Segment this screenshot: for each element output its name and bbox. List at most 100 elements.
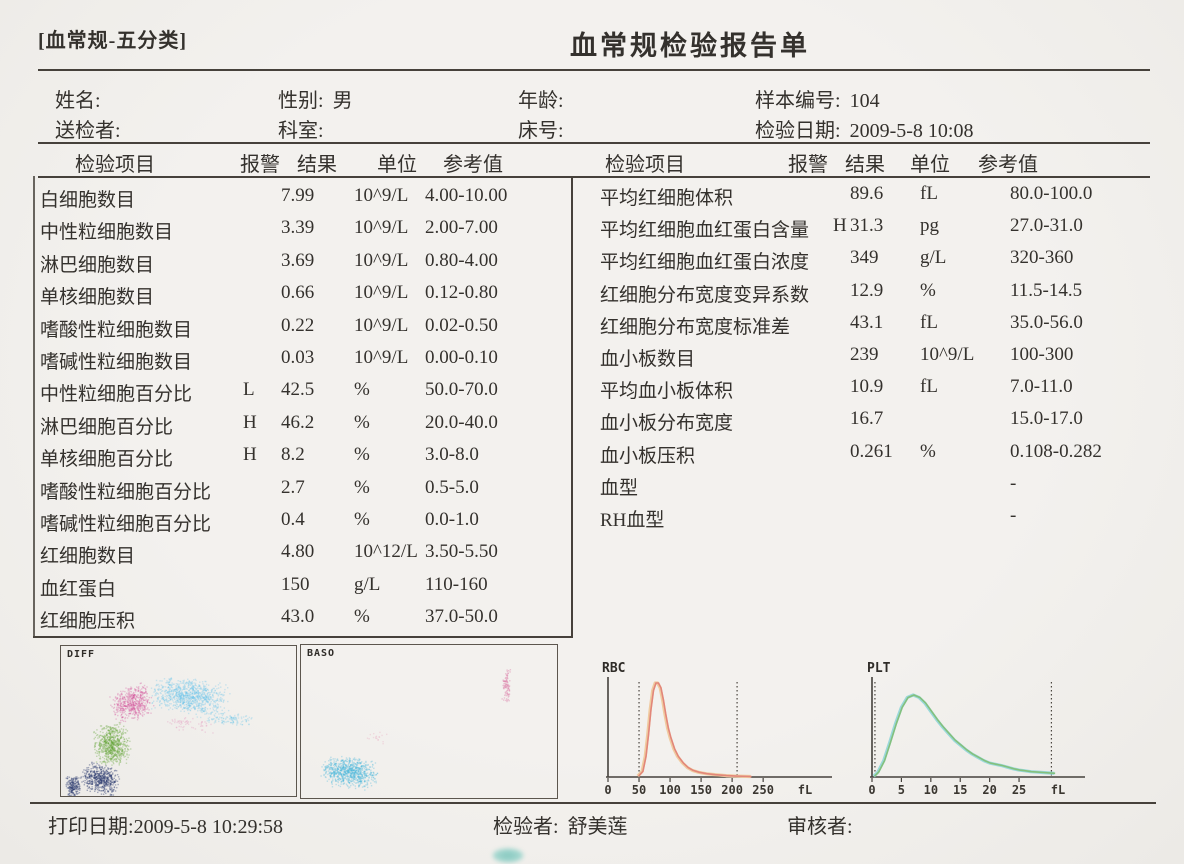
cell-item: 中性粒细胞百分比 — [40, 384, 193, 406]
test-date-field: 检验日期: 2009-5-8 10:08 — [755, 120, 974, 142]
cell-result: 0.66 — [281, 282, 315, 304]
cell-unit: % — [354, 379, 370, 401]
department-field: 科室: — [278, 120, 324, 142]
table-row: 血小板压积 0.261% 0.108-0.282 — [0, 441, 1184, 467]
cell-result: 2.7 — [281, 476, 305, 498]
table-row: RH血型 - — [0, 505, 1184, 531]
cell-result: 16.7 — [850, 408, 884, 430]
table-row: 红细胞分布宽度变异系数 12.9% 11.5-14.5 — [0, 280, 1184, 306]
left-header-item: 检验项目 — [75, 154, 155, 176]
page-title: 血常规检验报告单 — [570, 31, 810, 61]
cell-unit: % — [354, 444, 370, 466]
cell-item: 白细胞数目 — [40, 190, 136, 211]
table-row: 平均红细胞体积 89.6 fL 80.0-100.0 — [0, 183, 1184, 209]
cell-result: 0.4 — [281, 509, 305, 530]
cell-item: 嗜酸性粒细胞数目 — [40, 319, 193, 341]
table-row: 白细胞数目 7.99 10^9/L 4.00-10.00 — [0, 185, 1184, 211]
cell-ref: 27.0-31.0 — [1010, 215, 1083, 237]
baso-chart-title: BASO — [307, 648, 336, 659]
cell-result: 12.9 — [850, 279, 884, 301]
cell-result: 150 — [281, 573, 310, 595]
cell-result: 0.261 — [850, 440, 893, 462]
reviewer-field: 审核者: — [787, 816, 853, 838]
cell-ref: 0.0-1.0 — [425, 509, 479, 530]
cell-unit: % — [920, 279, 936, 301]
cell-ref: 110-160 — [425, 573, 488, 595]
cell-alarm: L — [243, 379, 255, 401]
patient-sex-field: 性别: 男 — [278, 90, 353, 112]
cell-result: 8.2 — [281, 444, 305, 466]
cell-unit: % — [920, 440, 936, 462]
cell-item: 血红蛋白 — [40, 578, 117, 600]
cell-item: 淋巴细胞百分比 — [40, 416, 174, 438]
cell-item: 红细胞分布宽度标准差 — [600, 316, 791, 338]
right-header-item: 检验项目 — [605, 154, 685, 176]
table-row: 单核细胞百分比 H 8.2% 3.0-8.0 — [0, 444, 1184, 470]
cell-ref: 35.0-56.0 — [1010, 311, 1083, 333]
diff-scattergram — [60, 645, 297, 797]
table-row: 中性粒细胞百分比 L 42.5% 50.0-70.0 — [0, 379, 1184, 405]
cell-unit: fL — [920, 183, 938, 204]
cell-result: 46.2 — [281, 411, 315, 433]
bed-number-field: 床号: — [518, 120, 564, 142]
cell-unit: 10^9/L — [354, 217, 409, 239]
table-row: 红细胞数目 4.80 10^12/L 3.50-5.50 — [0, 541, 1184, 567]
cell-item: 红细胞压积 — [40, 611, 136, 633]
cell-unit: 10^9/L — [354, 282, 409, 304]
plt-chart-title: PLT — [867, 661, 891, 676]
cell-result: 0.03 — [281, 347, 315, 368]
cell-ref: 0.12-0.80 — [425, 282, 498, 304]
cell-ref: 15.0-17.0 — [1010, 408, 1083, 430]
cell-item: 平均红细胞体积 — [600, 188, 734, 209]
cell-item: 平均红细胞血红蛋白含量 — [600, 220, 810, 242]
cell-item: 血小板分布宽度 — [600, 413, 734, 435]
cell-unit: 10^9/L — [354, 347, 409, 368]
cell-item: 血型 — [600, 477, 639, 499]
cell-item: 平均血小板体积 — [600, 381, 734, 403]
cell-result: 43.0 — [281, 606, 315, 628]
cell-ref: - — [1010, 505, 1017, 526]
rule-under-patient-info — [38, 142, 1150, 144]
cell-alarm: H — [833, 215, 847, 237]
cell-item: 红细胞数目 — [40, 546, 136, 568]
cell-ref: 80.0-100.0 — [1010, 183, 1093, 204]
table-row: 平均红细胞血红蛋白浓度 349 g/L 320-360 — [0, 247, 1184, 273]
table-row: 嗜酸性粒细胞百分比 2.7% 0.5-5.0 — [0, 477, 1184, 503]
cell-unit: g/L — [920, 247, 947, 269]
cell-item: 血小板数目 — [600, 349, 696, 370]
cell-unit: % — [354, 606, 370, 628]
cell-result: 239 — [850, 344, 879, 365]
table-row: 嗜碱性粒细胞百分比 0.4% 0.0-1.0 — [0, 509, 1184, 535]
cell-unit: % — [354, 411, 370, 433]
cell-unit: 10^9/L — [354, 314, 409, 336]
cell-ref: 50.0-70.0 — [425, 379, 498, 401]
cell-unit: pg — [920, 215, 939, 237]
baso-scattergram — [300, 644, 558, 799]
table-row: 血型 - — [0, 473, 1184, 499]
cell-item: RH血型 — [600, 510, 665, 531]
cell-ref: 37.0-50.0 — [425, 606, 498, 628]
left-header-unit: 单位 — [377, 154, 417, 176]
report-type-tag: [血常规-五分类] — [38, 30, 187, 52]
cell-ref: 7.0-11.0 — [1010, 376, 1073, 398]
rule-under-column-headers — [38, 176, 1150, 178]
rule-left-table-bottom — [33, 636, 573, 638]
cell-unit: % — [354, 476, 370, 498]
tester-field: 检验者: 舒美莲 — [493, 816, 628, 838]
table-left-border — [33, 176, 35, 637]
cell-result: 3.69 — [281, 249, 315, 271]
right-header-alarm: 报警 — [788, 154, 828, 176]
cell-item: 单核细胞百分比 — [40, 449, 174, 471]
sender-field: 送检者: — [55, 120, 121, 142]
cell-item: 淋巴细胞数目 — [40, 254, 155, 276]
cell-unit: g/L — [354, 573, 381, 595]
cell-alarm: H — [243, 411, 257, 433]
cell-ref: 0.02-0.50 — [425, 314, 498, 336]
cell-result: 3.39 — [281, 217, 315, 239]
cell-ref: 3.0-8.0 — [425, 444, 479, 466]
cell-result: 4.80 — [281, 541, 315, 563]
table-row: 血小板分布宽度 16.7 15.0-17.0 — [0, 408, 1184, 434]
left-header-alarm: 报警 — [240, 154, 280, 176]
scan-smudge-artifact — [492, 848, 524, 863]
